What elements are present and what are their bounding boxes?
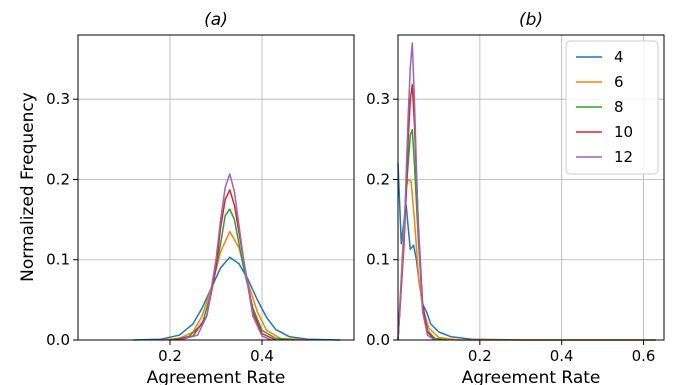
panel-b-x-axis-label: Agreement Rate: [462, 368, 601, 385]
legend-label-10: 10: [614, 123, 633, 141]
legend-label-6: 6: [614, 73, 624, 91]
panel-a-y-tick-label: 0.0: [46, 331, 70, 349]
panel-a-series-6-line: [160, 230, 309, 341]
panel-b-x-tick-label: 0.2: [468, 347, 492, 365]
panel-b: 0.2 0.4 0.6 0.0 0.1 0.2 0.3 (b) Agreement Rate…: [366, 10, 665, 385]
legend-label-12: 12: [614, 148, 633, 166]
panel-a-frame: [77, 34, 355, 341]
panel-a-ticks: 0.2 0.4 0.0 0.1 0.2 0.3: [46, 90, 274, 365]
panel-a-title: (a): [204, 10, 228, 30]
panel-a-y-tick-label: 0.1: [46, 251, 70, 269]
panel-a-series-4-line: [133, 256, 341, 341]
panel-a-y-tick-label: 0.2: [46, 170, 70, 188]
panel-b-y-tick-label: 0.1: [366, 251, 390, 269]
panel-b-ticks: 0.2 0.4 0.6 0.0 0.1 0.2 0.3: [366, 90, 655, 365]
panel-b-series-12-line: [397, 42, 436, 341]
panel-b-x-tick-label: 0.6: [632, 347, 656, 365]
legend-label-8: 8: [614, 98, 624, 116]
panel-b-y-tick-label: 0.2: [366, 170, 390, 188]
legend-box: [565, 40, 659, 175]
panel-a-series-12-line: [179, 173, 272, 341]
panel-b-title: (b): [519, 10, 543, 30]
panel-b-y-tick-label: 0.3: [366, 90, 390, 108]
panel-a-y-tick-label: 0.3: [46, 90, 70, 108]
legend-label-4: 4: [614, 48, 624, 66]
panel-a: 0.2 0.4 0.0 0.1 0.2 0.3 (a) Agreement Rate: [46, 10, 355, 385]
panel-b-x-tick-label: 0.4: [550, 347, 574, 365]
y-axis-label: Normalized Frequency: [18, 92, 38, 282]
panel-a-x-tick-label: 0.2: [158, 347, 182, 365]
panel-a-series-8-line: [169, 208, 295, 341]
panel-a-grid: [78, 35, 354, 341]
panel-a-x-tick-label: 0.4: [250, 347, 274, 365]
legend: 4 6 8 10 12: [565, 40, 659, 175]
panel-a-lines: [133, 173, 341, 341]
panel-b-series-4-line: [397, 163, 656, 341]
panel-b-y-tick-label: 0.0: [366, 331, 390, 349]
panel-b-frame: [397, 34, 665, 341]
panel-a-x-axis-label: Agreement Rate: [147, 368, 286, 385]
